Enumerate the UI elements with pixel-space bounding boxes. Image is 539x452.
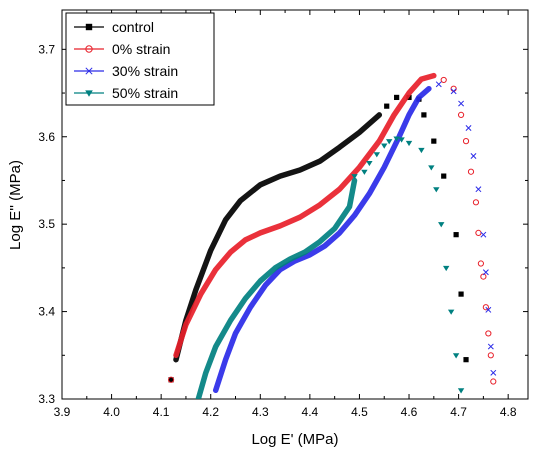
data-point	[433, 187, 440, 193]
data-point	[428, 165, 435, 171]
data-point	[487, 343, 494, 350]
y-tick-label: 3.6	[38, 130, 55, 144]
legend-label: control	[112, 19, 154, 35]
series-2	[212, 81, 497, 394]
data-point	[393, 136, 400, 142]
x-tick-label: 4.6	[401, 405, 418, 419]
data-point	[421, 112, 427, 118]
x-tick-labels: 3.9 4.0 4.1 4.2 4.3 4.4 4.5 4.6 4.7 4.8	[54, 405, 517, 419]
legend-marker	[85, 67, 93, 75]
data-point	[385, 139, 393, 145]
data-point	[463, 357, 469, 363]
series-curve	[173, 112, 383, 363]
x-tick-label: 4.4	[302, 405, 319, 419]
data-point	[482, 269, 489, 276]
x-tick-label: 4.7	[450, 405, 467, 419]
data-point	[398, 137, 405, 143]
x-tick-label: 4.1	[153, 405, 170, 419]
legend-label: 50% strain	[112, 85, 178, 101]
data-point	[452, 353, 460, 359]
data-point	[435, 81, 442, 88]
data-point	[485, 330, 492, 337]
data-point	[487, 352, 494, 359]
series-curve	[173, 72, 437, 359]
data-point	[453, 232, 459, 238]
data-point	[477, 260, 485, 267]
data-point	[490, 378, 497, 385]
series-curve	[212, 85, 432, 394]
data-point	[431, 138, 437, 144]
data-point	[467, 168, 475, 175]
data-point	[373, 152, 380, 158]
series-0	[168, 94, 469, 383]
series-curve	[195, 177, 358, 399]
series-layer	[167, 72, 497, 399]
x-tick-label: 4.5	[351, 405, 368, 419]
legend-label: 0% strain	[112, 41, 170, 57]
data-point	[450, 88, 457, 95]
data-point	[470, 153, 477, 159]
data-point	[482, 304, 489, 311]
data-point	[458, 100, 465, 107]
data-point	[366, 160, 373, 167]
x-tick-label: 3.9	[54, 405, 71, 419]
data-point	[475, 186, 482, 193]
legend-marker	[85, 90, 93, 97]
y-tick-label: 3.3	[38, 392, 55, 406]
data-point	[458, 291, 464, 297]
y-tick-label: 3.4	[38, 305, 55, 319]
data-point	[418, 147, 425, 154]
data-point	[457, 111, 465, 118]
data-point	[480, 273, 487, 280]
series-3	[195, 136, 465, 399]
data-point	[490, 369, 497, 376]
data-point	[462, 138, 470, 145]
data-point	[438, 222, 445, 228]
legend-label: 30% strain	[112, 63, 178, 79]
data-point	[168, 377, 174, 383]
legend-marker	[85, 45, 93, 53]
data-point	[443, 265, 450, 272]
data-point	[457, 388, 465, 394]
y-tick-label: 3.7	[38, 42, 55, 56]
x-tick-label: 4.2	[202, 405, 219, 419]
y-tick-labels: 3.3 3.4 3.5 3.6 3.7	[38, 42, 55, 406]
data-point	[465, 125, 472, 131]
data-point	[440, 76, 447, 84]
data-point	[441, 173, 447, 179]
legend: control 0% strain 30% strain 50% strain	[65, 12, 215, 106]
series-1	[167, 72, 497, 385]
legend-marker	[85, 23, 93, 31]
data-point	[384, 103, 390, 109]
x-axis-label: Log E' (MPa)	[251, 431, 338, 448]
x-tick-label: 4.3	[252, 405, 269, 419]
x-tick-label: 4.0	[103, 405, 120, 419]
y-tick-label: 3.5	[38, 217, 55, 231]
y-axis-label: Log E'' (MPa)	[7, 160, 24, 250]
data-point	[351, 174, 358, 180]
data-point	[472, 199, 480, 206]
data-point	[447, 309, 455, 315]
data-point	[480, 231, 487, 238]
data-point	[405, 140, 413, 147]
data-point	[361, 169, 368, 175]
data-point	[167, 376, 175, 383]
data-point	[381, 143, 388, 149]
data-point	[485, 306, 492, 313]
x-tick-label: 4.8	[500, 405, 517, 419]
data-point	[394, 94, 400, 101]
